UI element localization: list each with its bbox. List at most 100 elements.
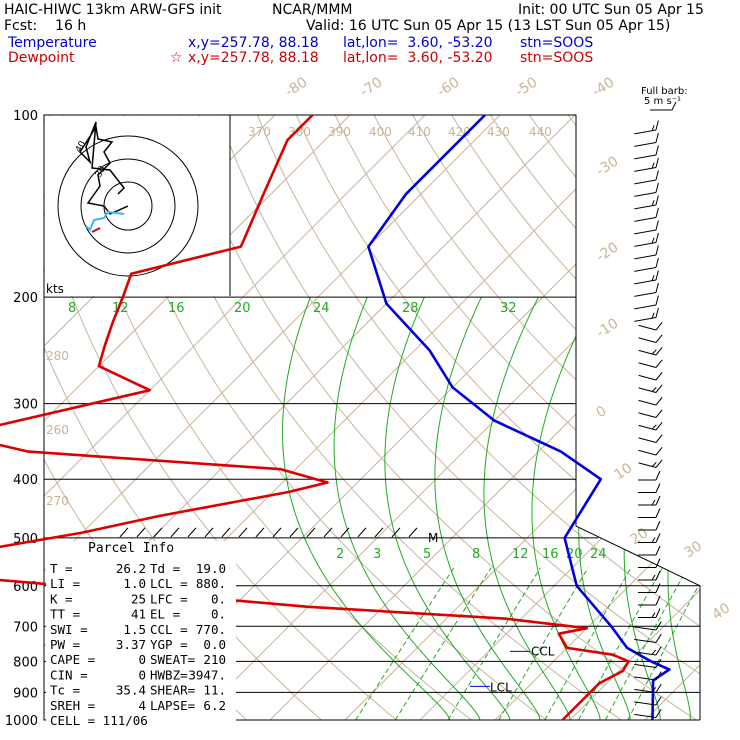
wind-barb-half-flag bbox=[651, 612, 656, 618]
level-hatch-mark bbox=[289, 527, 299, 538]
wind-barb-flag bbox=[655, 322, 663, 331]
isotherm-line bbox=[269, 115, 700, 720]
level-hatch-mark bbox=[221, 527, 231, 538]
wind-barb bbox=[638, 334, 663, 343]
level-hatch-mark bbox=[187, 527, 197, 538]
wind-barb bbox=[638, 470, 661, 481]
wind-barb-flag bbox=[655, 359, 663, 368]
wind-barb bbox=[634, 282, 659, 297]
moist-adiabat-label: 16 bbox=[168, 301, 185, 316]
wind-barb bbox=[638, 347, 663, 356]
wind-barb-half-flag bbox=[651, 537, 656, 543]
parcel-field-value: 1.0 bbox=[123, 576, 146, 591]
mixing-ratio-line bbox=[578, 567, 664, 720]
isotherm-line bbox=[44, 115, 351, 720]
wind-barb-half-flag bbox=[651, 687, 657, 693]
wind-barb-shaft bbox=[634, 254, 657, 260]
dry-adiabat bbox=[373, 115, 700, 720]
dry-adiabat bbox=[645, 115, 700, 720]
temperature-profile bbox=[367, 114, 671, 721]
theta-label: 440 bbox=[529, 125, 552, 139]
level-hatch-mark bbox=[204, 527, 214, 538]
wind-barb-flag bbox=[655, 533, 661, 543]
wind-barb bbox=[638, 447, 663, 456]
wind-barb bbox=[634, 696, 662, 706]
wind-barb-half-flag bbox=[651, 200, 655, 206]
wind-barb-half-flag bbox=[651, 387, 657, 392]
parcel-field-value: 0. bbox=[211, 591, 226, 606]
level-hatch-mark bbox=[340, 527, 350, 538]
wind-barb-shaft bbox=[638, 362, 657, 368]
parcel-field-name: SWI = bbox=[50, 622, 88, 637]
wind-barb-shaft bbox=[634, 676, 657, 681]
dry-adiabat bbox=[140, 115, 622, 720]
mixing-ratio-line bbox=[355, 567, 455, 720]
wind-barb-flag bbox=[655, 608, 661, 618]
hodograph-unit-label: kts bbox=[46, 282, 64, 296]
wind-barb-shaft bbox=[634, 167, 657, 172]
level-hatch-mark bbox=[357, 527, 367, 538]
wind-barb-flag bbox=[655, 334, 663, 343]
isotherm-line bbox=[44, 115, 426, 720]
wind-barb bbox=[638, 583, 661, 593]
wind-barb bbox=[634, 621, 662, 631]
mixing-ratio-label: 8 bbox=[472, 547, 480, 562]
wind-barb-half-flag bbox=[651, 162, 655, 169]
dry-adiabat bbox=[101, 115, 547, 720]
wind-barb-shaft bbox=[638, 374, 657, 381]
isotherm-label: 10 bbox=[611, 460, 635, 483]
parcel-field-value: 0 bbox=[138, 667, 146, 682]
wind-barb-shaft bbox=[634, 242, 657, 247]
valid-time: Valid: 16 UTC Sun 05 Apr 15 (13 LST Sun … bbox=[306, 18, 671, 34]
level-hatch-mark bbox=[323, 527, 333, 538]
wind-barb-flag bbox=[655, 683, 662, 693]
mixing-ratio-label: 16 bbox=[542, 547, 559, 562]
wind-barb-flag bbox=[655, 232, 659, 243]
pressure-tick-label: 100 bbox=[13, 109, 38, 124]
parcel-field-name: Tc = bbox=[50, 683, 80, 698]
wind-barb bbox=[634, 307, 659, 322]
parcel-field-name: T = bbox=[50, 561, 73, 576]
wind-barb-flag bbox=[655, 570, 661, 581]
wind-barb-shaft bbox=[638, 337, 657, 343]
isotherm-label: -40 bbox=[589, 74, 617, 100]
moist-adiabat bbox=[384, 296, 511, 720]
theta-label: 430 bbox=[487, 125, 510, 139]
wind-barb-flag bbox=[655, 207, 659, 218]
dry-adiabat bbox=[606, 115, 700, 720]
wind-barb bbox=[638, 570, 661, 581]
dry-adiabat bbox=[62, 115, 472, 720]
pressure-tick-label: 800 bbox=[13, 655, 38, 670]
dry-adiabat bbox=[179, 115, 697, 720]
wind-barb-flag bbox=[655, 621, 662, 631]
parcel-field-value: 4 bbox=[138, 698, 146, 713]
wind-barb-flag bbox=[655, 257, 659, 268]
wind-barb-shaft bbox=[634, 204, 657, 210]
wind-barb-shaft bbox=[634, 713, 657, 718]
isotherm-label: 20 bbox=[627, 525, 651, 548]
moist-adiabat-label: 20 bbox=[234, 301, 251, 316]
wind-barb-flag bbox=[655, 434, 663, 443]
wind-barb bbox=[638, 495, 661, 506]
wind-barb bbox=[634, 120, 659, 135]
isotherm-line bbox=[720, 115, 740, 720]
level-hatch-mark bbox=[136, 527, 146, 538]
wind-barb bbox=[634, 295, 659, 310]
wind-barb-flag bbox=[655, 595, 661, 606]
wind-barb-half-flag bbox=[651, 649, 657, 655]
parcel-field-name: LI = bbox=[50, 576, 80, 591]
level-hatch-mark bbox=[255, 527, 265, 538]
dry-adiabat bbox=[684, 115, 700, 720]
parcel-field-value: 1.5 bbox=[123, 622, 146, 637]
mixing-ratio-line bbox=[498, 567, 589, 720]
parcel-field-name: CCL = bbox=[150, 622, 188, 637]
pressure-tick-label: 900 bbox=[13, 686, 38, 701]
parcel-field-value: 41 bbox=[131, 607, 146, 622]
wind-barb bbox=[638, 608, 661, 618]
parcel-field-value: 770. bbox=[196, 622, 226, 637]
wind-barb-flag bbox=[655, 558, 661, 568]
wind-barb-half-flag bbox=[651, 237, 655, 244]
wind-barb-flag bbox=[655, 422, 663, 431]
hodograph-surface-trace bbox=[91, 227, 101, 233]
wind-barb-shaft bbox=[634, 229, 657, 235]
